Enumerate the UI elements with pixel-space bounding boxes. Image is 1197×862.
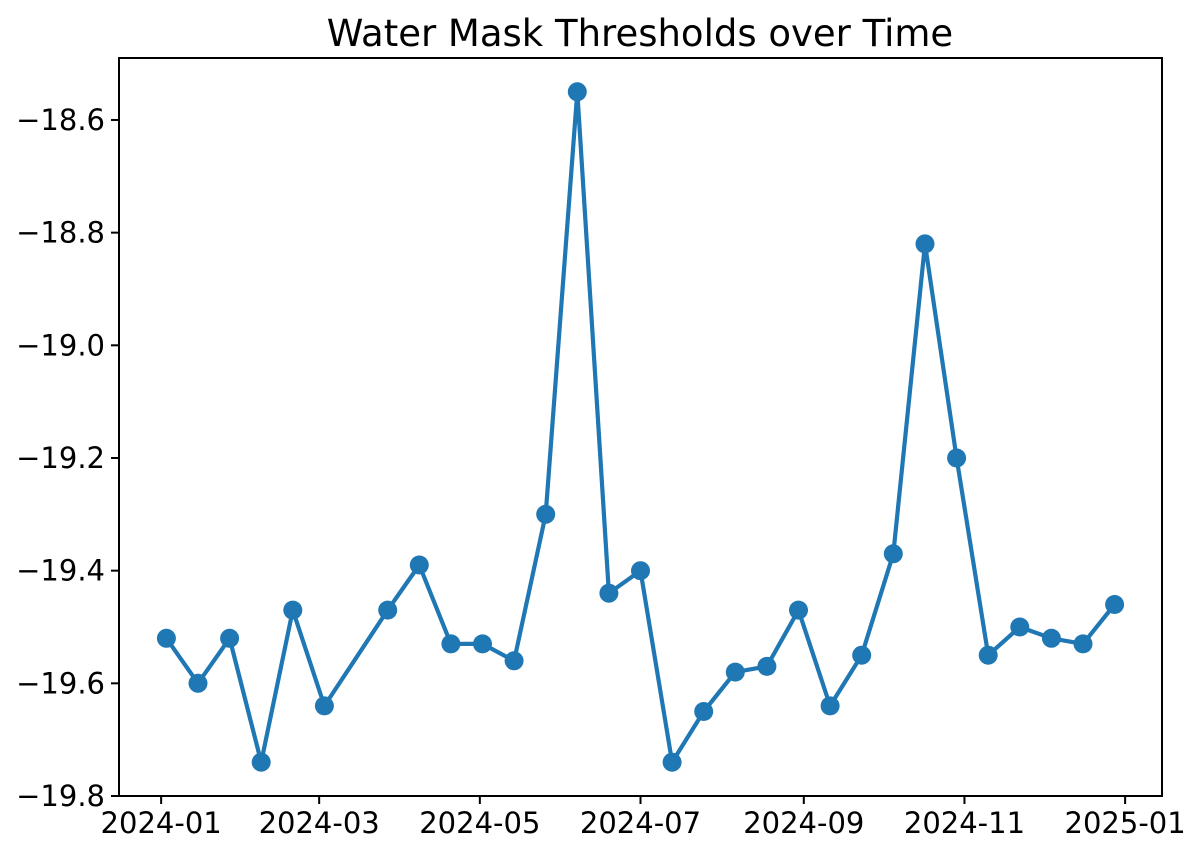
y-axis: −18.6 −18.8 −19.0 −19.2 −19.4 −19.6 −19.8 [16,103,119,813]
data-point-marker [662,752,682,772]
x-tick-label: 2024-07 [580,806,701,840]
y-tick-label: −18.6 [16,103,105,137]
x-tick-label: 2024-05 [419,806,540,840]
data-point-marker [631,561,650,581]
data-point-marker [883,544,903,564]
data-point-marker [251,752,271,772]
data-point-marker [1010,617,1030,637]
y-tick-label: −19.4 [16,554,105,588]
y-tick-label: −19.6 [16,666,105,700]
data-point-marker [188,673,208,693]
data-point-marker [409,555,429,575]
x-tick-label: 2024-09 [743,806,864,840]
data-point-marker [504,651,524,671]
data-point-marker [567,82,587,102]
x-axis: 2024-01 2024-03 2024-05 2024-07 2024-09 2024-… [101,796,1186,840]
x-tick-label: 2025-01 [1065,806,1186,840]
data-point-marker [947,448,967,468]
data-point-marker [978,645,998,665]
data-point-marker [441,634,461,654]
y-tick-label: −19.8 [16,779,105,813]
y-tick-label: −18.8 [16,216,105,250]
data-point-marker [536,504,556,524]
x-tick-label: 2024-03 [259,806,380,840]
x-tick-label: 2024-11 [904,806,1025,840]
y-tick-label: −19.2 [16,441,105,475]
data-point-marker [283,600,303,620]
data-point-marker [314,696,334,716]
data-point-marker [156,628,176,648]
data-point-marker [757,656,777,676]
data-point-marker [820,696,840,716]
data-point-marker [694,702,714,721]
series-line [164,89,1117,765]
data-point-marker [1041,628,1061,648]
data-point-marker [1073,634,1093,654]
data-point-marker [378,600,398,620]
data-point-marker [1105,595,1125,614]
data-point-marker [852,645,872,665]
data-point-marker [915,234,935,254]
data-point-marker [725,662,745,682]
data-point-marker [220,628,240,648]
chart-title: Water Mask Thresholds over Time [327,12,953,55]
data-point-marker [599,583,619,603]
x-tick-label: 2024-01 [101,806,222,840]
data-series [156,82,1125,772]
y-tick-label: −19.0 [16,328,105,362]
data-point-marker [473,634,492,654]
data-point-marker [789,600,808,620]
